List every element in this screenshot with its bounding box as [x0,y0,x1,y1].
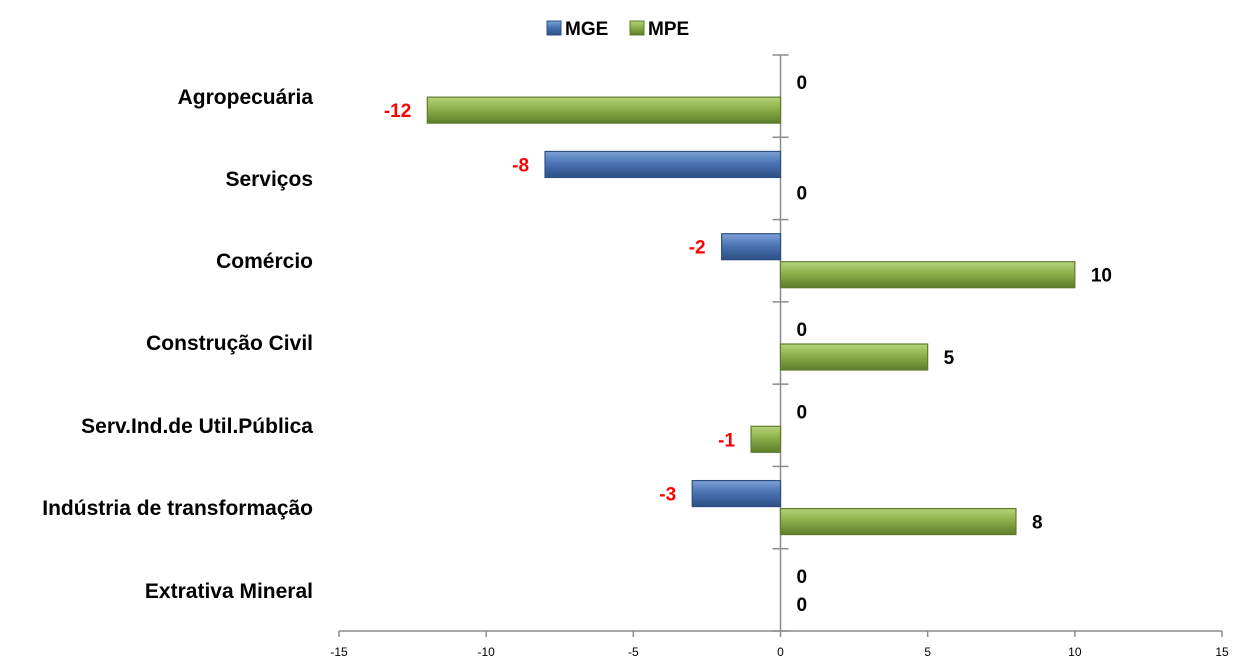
bar-mge [691,479,782,508]
bar-mpe [426,96,782,124]
data-label-mpe: 8 [1032,513,1043,534]
bar-mpe [750,425,782,453]
x-tick-label: 0 [777,645,784,659]
data-label-mge: 0 [797,567,808,588]
bar-mpe [779,261,1076,289]
category-label: Comércio [216,250,313,273]
bar-mge [721,233,782,261]
data-label-mge: -8 [512,155,529,176]
data-label-mge: 0 [797,320,808,341]
data-label-mge: 0 [797,73,808,94]
legend-swatch-mpe [629,20,645,36]
data-label-mge: 0 [797,402,808,423]
data-label-mpe: 5 [944,348,955,369]
bars [426,96,1076,536]
data-label-mpe: 0 [797,183,808,204]
category-label: Agropecuária [178,86,314,109]
legend-swatch-mge [546,20,562,36]
legend-label-mpe: MPE [648,19,689,40]
x-tick-label: 5 [924,645,931,659]
x-tick-label: -15 [330,645,348,659]
category-label: Extrativa Mineral [145,580,313,603]
bar-mge [544,150,782,179]
data-labels: 0 -12 -8 0 -2 10 0 5 0 -1 -3 8 0 0 [384,73,1112,616]
x-tick-label: 15 [1215,645,1229,659]
x-axis-ticks: -15 -10 -5 0 5 10 15 [330,631,1229,659]
x-tick-label: -10 [477,645,495,659]
category-label: Serv.Ind.de Util.Pública [81,415,313,438]
data-label-mpe: -12 [384,101,411,122]
legend-label-mge: MGE [565,19,608,40]
category-ticks [772,54,789,632]
data-label-mge: -2 [689,238,706,259]
x-tick-label: 10 [1068,645,1082,659]
data-label-mge: -3 [659,485,676,506]
legend: MGE MPE [546,19,689,40]
category-label: Indústria de transformação [42,497,313,520]
x-tick-label: -5 [628,645,639,659]
bar-mpe [779,507,1017,536]
category-label: Serviços [225,168,313,191]
bar-mpe [779,343,929,371]
data-label-mpe: -1 [718,430,735,451]
data-label-mpe: 10 [1091,266,1112,287]
category-labels: Agropecuária Serviços Comércio Construçã… [42,86,313,603]
category-label: Construção Civil [146,332,313,355]
data-label-mpe: 0 [797,595,808,616]
